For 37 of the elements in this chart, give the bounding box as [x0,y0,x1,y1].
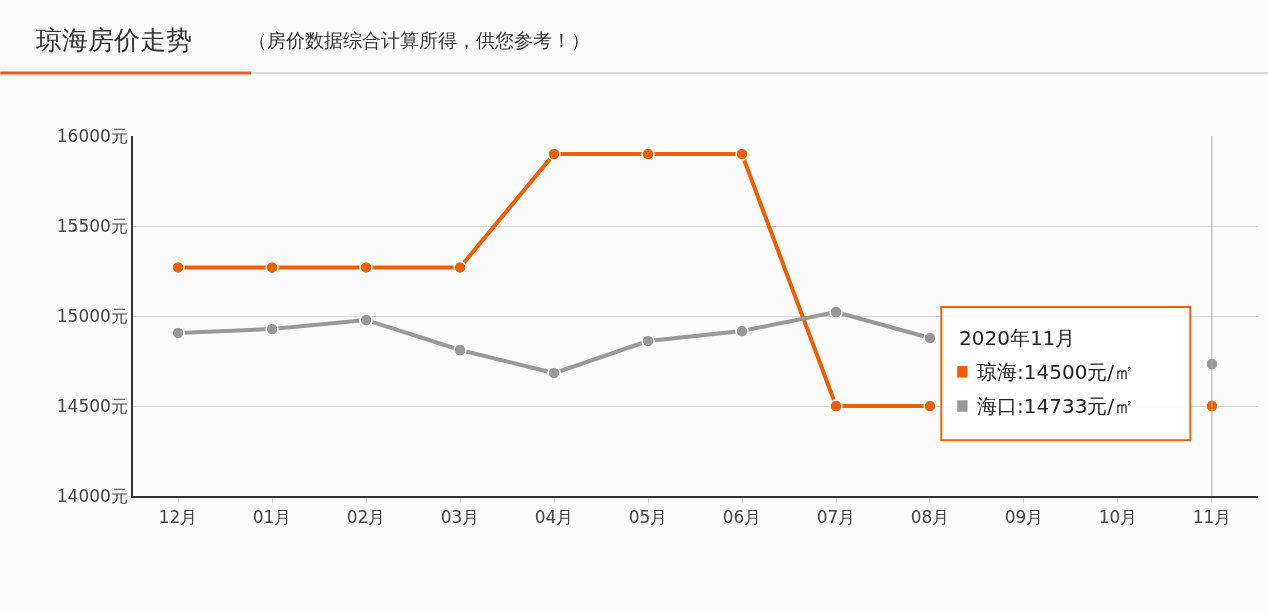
x-tick-label: 09月 [1004,507,1044,528]
y-tick-label: 15500元 [56,215,128,236]
x-tick-label: 01月 [252,507,292,528]
x-tick-label: 10月 [1098,507,1138,528]
point [359,260,373,275]
y-tick-label: 14500元 [56,395,128,416]
point [453,343,467,357]
point [923,399,937,413]
x-tick-label: 02月 [346,507,386,528]
point [829,399,843,413]
x-tick-label: 04月 [534,507,574,528]
point [829,305,843,319]
chart-title: 琼海房价走势 [36,25,192,55]
x-tick-label: 03月 [440,507,480,528]
point [641,334,655,348]
point [735,147,749,161]
point [923,331,937,345]
x-tick-label: 05月 [628,507,668,528]
y-tick-label: 14000元 [56,485,128,506]
point [359,313,373,327]
x-tick-label: 08月 [910,507,950,528]
point [547,366,561,380]
y-tick-label: 15000元 [56,305,128,326]
x-tick-label: 11月 [1192,507,1232,528]
point [735,324,749,338]
x-tick-label: 06月 [722,507,762,528]
point [265,260,279,275]
x-tick-label: 12月 [158,507,198,528]
point [171,260,185,275]
x-tick-label: 07月 [816,507,856,528]
point [171,326,185,340]
point [265,322,279,336]
point [547,147,561,161]
chart-subtitle: （房价数据综合计算所得，供您参考！） [248,29,590,51]
point [641,147,655,161]
y-tick-label: 16000元 [56,125,128,146]
point [453,260,467,275]
